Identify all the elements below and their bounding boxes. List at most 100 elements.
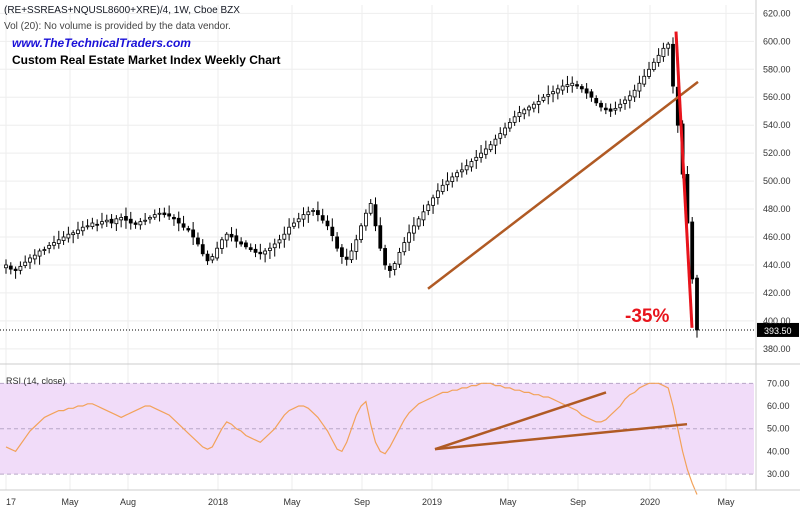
candle-body — [498, 133, 503, 139]
price-tick-label: 600.00 — [763, 36, 791, 46]
time-tick-label: May — [283, 497, 301, 507]
candle-body — [148, 217, 152, 220]
candle-body — [157, 212, 162, 215]
candle-body — [666, 43, 671, 49]
candle-body — [133, 222, 138, 225]
rsi-trendline-lower — [434, 422, 688, 451]
candle-body — [344, 256, 349, 260]
candle-body — [80, 226, 85, 232]
candle-body — [431, 197, 435, 206]
price-tick-label: 420.00 — [763, 288, 791, 298]
candle-body — [536, 101, 541, 105]
candle-body — [4, 264, 8, 269]
rsi-band — [0, 383, 754, 475]
candle-body — [56, 239, 61, 244]
time-tick-label: May — [61, 497, 79, 507]
candle-body — [296, 218, 301, 223]
candle-body — [205, 253, 210, 262]
price-tick-label: 440.00 — [763, 260, 791, 270]
candle-body — [527, 106, 531, 111]
candle-body — [354, 239, 359, 252]
candle-body — [340, 247, 344, 257]
candle-body — [579, 86, 584, 90]
candle-body — [517, 112, 522, 117]
candle-body — [292, 222, 296, 227]
candle-body — [85, 225, 90, 228]
candle-body — [656, 54, 661, 63]
candle-body — [239, 241, 244, 245]
rsi-tick-label: 40.00 — [767, 446, 790, 456]
symbol-line: (RE+SSREAS+NQUSL8600+XRE)/4, 1W, Cboe BZ… — [4, 5, 240, 16]
candle-body — [42, 249, 47, 251]
price-tick-label: 540.00 — [763, 120, 791, 130]
candle-body — [483, 148, 488, 155]
candle-body — [373, 204, 378, 227]
candle-body — [637, 82, 642, 92]
candle-body — [512, 116, 517, 123]
candle-body — [623, 99, 627, 104]
last-price-label: 393.50 — [764, 326, 792, 336]
candle-body — [349, 250, 354, 261]
candle-body — [263, 250, 268, 255]
candle-body — [464, 165, 469, 171]
candle-body — [589, 91, 594, 98]
candle-body — [47, 244, 52, 249]
candle-body — [608, 108, 613, 112]
candle-body — [522, 109, 527, 115]
time-tick-label: May — [717, 497, 735, 507]
time-tick-label: 17 — [6, 497, 16, 507]
candle-body — [287, 226, 292, 235]
chart-title: Custom Real Estate Market Index Weekly C… — [12, 53, 281, 67]
candle-body — [632, 89, 637, 98]
candle-body — [594, 98, 599, 104]
candle-body — [671, 43, 675, 87]
candle-body — [229, 233, 234, 238]
candle-body — [8, 265, 13, 270]
candle-body — [416, 218, 421, 227]
price-tick-label: 460.00 — [763, 232, 791, 242]
candle-body — [330, 226, 335, 237]
candle-body — [435, 190, 440, 198]
candle-body — [152, 214, 157, 218]
candle-body — [76, 229, 80, 234]
candle-body — [651, 61, 656, 70]
candle-body — [191, 229, 196, 238]
time-tick-label: Sep — [354, 497, 370, 507]
candle-body — [445, 180, 450, 186]
rsi-tick-label: 50.00 — [767, 424, 790, 434]
candle-body — [13, 268, 18, 271]
rsi-label: RSI (14, close) — [6, 376, 66, 386]
candle-body — [565, 84, 570, 88]
candle-body — [181, 223, 186, 228]
candle-body — [325, 220, 330, 227]
candle-body — [695, 277, 699, 331]
candle-body — [143, 219, 148, 222]
time-tick-label: Aug — [120, 497, 136, 507]
candle-body — [200, 244, 205, 255]
candle-body — [124, 216, 128, 221]
candle-body — [618, 103, 623, 109]
candle-body — [402, 242, 407, 253]
candle-body — [90, 222, 95, 227]
candle-body — [450, 176, 455, 182]
candle-body — [440, 184, 445, 192]
candle-body — [426, 204, 431, 211]
price-tick-label: 400.00 — [763, 316, 791, 326]
candle-body — [378, 225, 383, 249]
candle-body — [71, 232, 76, 236]
candle-body — [138, 221, 143, 226]
candle-body — [186, 228, 191, 231]
rsi-tick-label: 70.00 — [767, 378, 790, 388]
candle-body — [162, 212, 167, 216]
candle-body — [128, 218, 133, 224]
time-tick-label: 2020 — [640, 497, 660, 507]
candle-body — [455, 172, 459, 178]
candle-body — [95, 223, 100, 226]
candle-body — [469, 161, 474, 168]
website-link[interactable]: www.TheTechnicalTraders.com — [12, 36, 191, 50]
crash-trendline — [674, 31, 694, 328]
last-price-tag — [757, 322, 799, 337]
candle-body — [575, 84, 579, 87]
candle-body — [613, 108, 618, 111]
